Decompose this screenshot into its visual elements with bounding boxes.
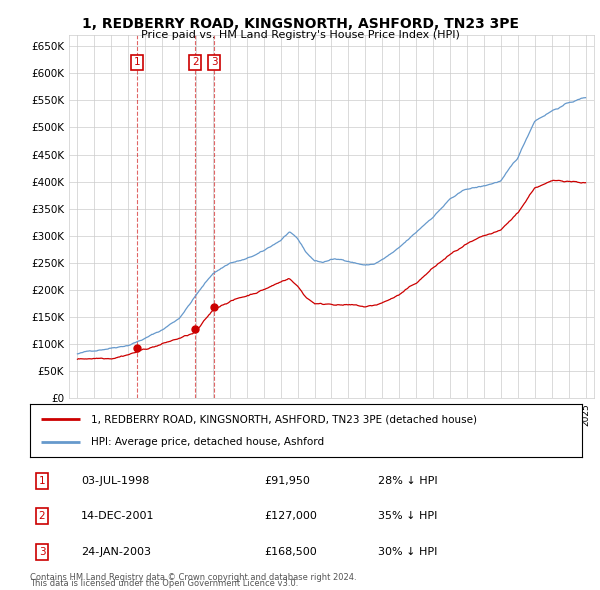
Text: 14-DEC-2001: 14-DEC-2001 [81, 512, 155, 521]
Text: 1, REDBERRY ROAD, KINGSNORTH, ASHFORD, TN23 3PE (detached house): 1, REDBERRY ROAD, KINGSNORTH, ASHFORD, T… [91, 414, 477, 424]
Text: 1: 1 [38, 476, 46, 486]
Text: 2: 2 [192, 57, 199, 67]
Text: £91,950: £91,950 [264, 476, 310, 486]
Text: 28% ↓ HPI: 28% ↓ HPI [378, 476, 437, 486]
Text: HPI: Average price, detached house, Ashford: HPI: Average price, detached house, Ashf… [91, 437, 324, 447]
Text: £168,500: £168,500 [264, 547, 317, 556]
Text: This data is licensed under the Open Government Licence v3.0.: This data is licensed under the Open Gov… [30, 579, 298, 588]
Text: 35% ↓ HPI: 35% ↓ HPI [378, 512, 437, 521]
Text: 24-JAN-2003: 24-JAN-2003 [81, 547, 151, 556]
Text: 3: 3 [211, 57, 217, 67]
Text: Price paid vs. HM Land Registry's House Price Index (HPI): Price paid vs. HM Land Registry's House … [140, 30, 460, 40]
Text: £127,000: £127,000 [264, 512, 317, 521]
Text: 03-JUL-1998: 03-JUL-1998 [81, 476, 149, 486]
Text: 1, REDBERRY ROAD, KINGSNORTH, ASHFORD, TN23 3PE: 1, REDBERRY ROAD, KINGSNORTH, ASHFORD, T… [82, 17, 518, 31]
Text: 3: 3 [38, 547, 46, 556]
Text: 1: 1 [133, 57, 140, 67]
Text: 30% ↓ HPI: 30% ↓ HPI [378, 547, 437, 556]
Text: 2: 2 [38, 512, 46, 521]
Text: Contains HM Land Registry data © Crown copyright and database right 2024.: Contains HM Land Registry data © Crown c… [30, 573, 356, 582]
